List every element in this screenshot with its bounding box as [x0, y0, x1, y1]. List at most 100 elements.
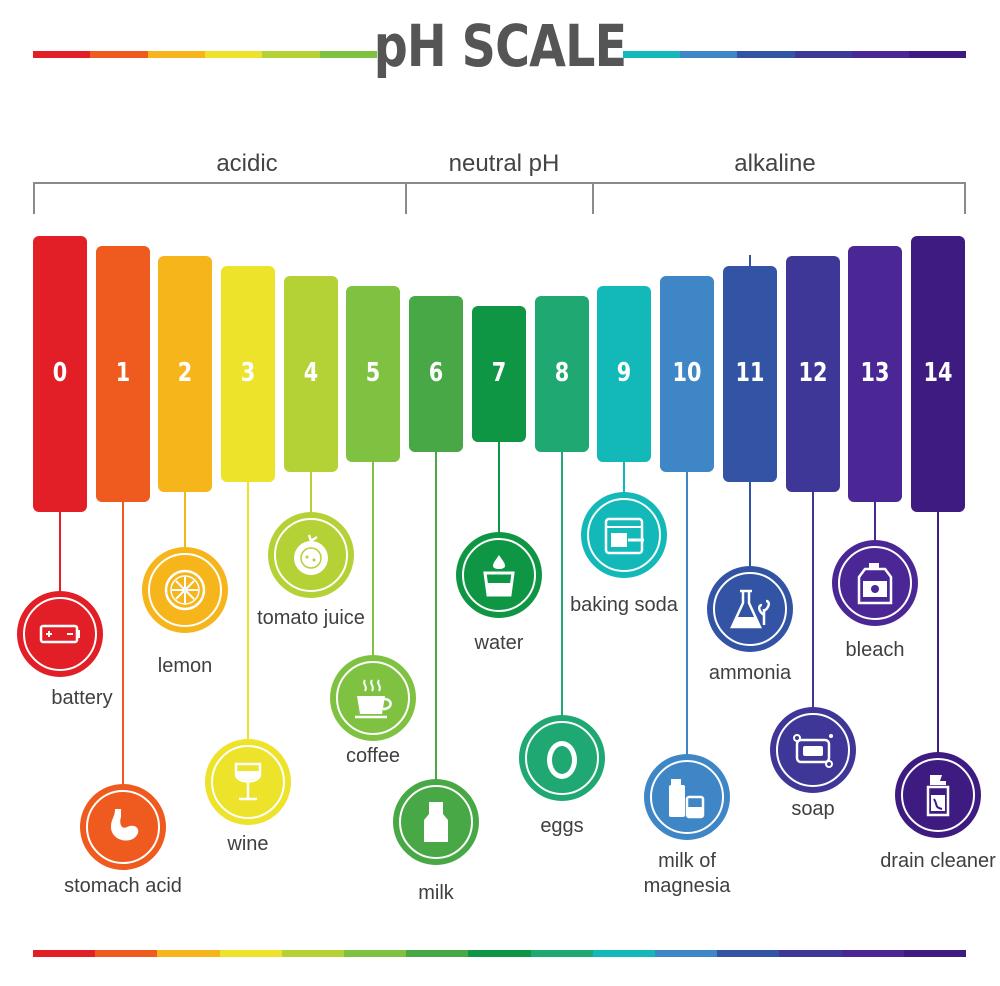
connector-line	[59, 508, 61, 593]
example-label: bleach	[845, 639, 905, 661]
connector-line	[184, 488, 186, 549]
example-label: baking soda	[570, 594, 678, 616]
ph-bar-9: 9	[597, 286, 651, 462]
category-acidic: acidic	[216, 150, 278, 177]
ph-value: 9	[616, 358, 632, 388]
battery-icon	[39, 624, 80, 644]
rainbow-segment	[319, 51, 377, 58]
rainbow-segment	[406, 950, 469, 957]
badge-ring	[148, 553, 222, 627]
ph-bar-7: 7	[472, 306, 526, 442]
badge-ring	[462, 538, 536, 612]
example-label: water	[474, 632, 524, 654]
ph-value: 4	[303, 358, 319, 388]
badge-ring	[274, 518, 348, 592]
example-label: ammonia	[708, 662, 792, 684]
example-badge	[519, 715, 605, 801]
rainbow-segment	[903, 950, 967, 957]
connector-line	[937, 508, 939, 754]
wine-glass-icon	[234, 762, 262, 801]
ph-bar-0: 0	[33, 236, 87, 512]
tomato-icon	[294, 534, 328, 575]
category-bracket	[33, 182, 966, 214]
example-badge	[330, 655, 416, 741]
rainbow-segment	[717, 950, 780, 957]
ph-bar-5: 5	[346, 286, 400, 462]
ph-bar-13: 13	[848, 246, 902, 502]
ph-value: 6	[428, 358, 444, 388]
example-badge	[142, 547, 228, 633]
example-label: coffee	[345, 745, 401, 767]
coffee-cup-icon	[355, 679, 392, 719]
connector-line	[561, 448, 563, 717]
water-glass-icon	[483, 555, 515, 597]
lemon-icon	[164, 569, 206, 611]
rainbow-segment	[592, 950, 656, 957]
egg-icon	[547, 741, 577, 779]
ph-value: 2	[177, 358, 193, 388]
example-badge	[581, 492, 667, 578]
badge-ring	[713, 572, 787, 646]
connector-line	[372, 458, 374, 657]
example-badge	[17, 591, 103, 677]
rainbow-segment	[530, 950, 593, 957]
drain-cleaner-icon	[926, 775, 950, 817]
bracket-tick	[592, 182, 594, 214]
ph-bar-12: 12	[786, 256, 840, 492]
ph-bar-11: 11	[723, 266, 777, 482]
rainbow-segment	[794, 51, 852, 58]
example-badge	[456, 532, 542, 618]
ph-value: 7	[491, 358, 507, 388]
rainbow-segment	[95, 950, 158, 957]
example-label: soap	[791, 798, 835, 820]
example-badge	[644, 754, 730, 840]
example-label: wine	[227, 833, 269, 855]
rainbow-segment	[33, 51, 91, 58]
ph-value: 11	[735, 358, 765, 388]
rainbow-segment	[851, 51, 909, 58]
ph-value: 14	[923, 358, 953, 388]
rainbow-segment	[147, 51, 205, 58]
ph-value: 5	[365, 358, 381, 388]
ph-value: 0	[52, 358, 68, 388]
ph-bar-10: 10	[660, 276, 714, 472]
medicine-bottle-icon	[669, 779, 705, 819]
ph-value: 3	[240, 358, 256, 388]
example-badge	[80, 784, 166, 870]
rainbow-segment	[623, 51, 681, 58]
connector-line	[749, 478, 751, 568]
ph-bar-1: 1	[96, 246, 150, 502]
example-label: stomach acid	[64, 875, 182, 897]
ph-bar-8: 8	[535, 296, 589, 452]
ph-value: 8	[554, 358, 570, 388]
example-label: lemon	[157, 655, 213, 677]
connector-line	[874, 498, 876, 542]
ph-bar-3: 3	[221, 266, 275, 482]
baking-soda-icon	[604, 517, 644, 555]
example-badge	[707, 566, 793, 652]
bottom-rainbow-rule	[33, 950, 967, 957]
page-title: pH SCALE	[373, 12, 627, 80]
connector-line	[623, 458, 625, 494]
badge-ring	[336, 661, 410, 735]
ph-bar-2: 2	[158, 256, 212, 492]
example-badge	[268, 512, 354, 598]
rainbow-segment	[157, 950, 220, 957]
ph-value: 10	[672, 358, 702, 388]
connector-line	[749, 255, 751, 269]
example-badge	[770, 707, 856, 793]
rainbow-segment	[33, 950, 96, 957]
rainbow-segment	[680, 51, 738, 58]
category-neutral: neutral pH	[448, 150, 560, 177]
badge-ring	[776, 713, 850, 787]
rainbow-segment	[204, 51, 263, 58]
stomach-icon	[111, 809, 139, 841]
rainbow-segment	[344, 950, 407, 957]
example-badge	[393, 779, 479, 865]
example-label: drain cleaner	[880, 850, 996, 872]
rainbow-segment	[90, 51, 148, 58]
rainbow-segment	[655, 950, 718, 957]
connector-line	[247, 478, 249, 741]
ph-value: 12	[798, 358, 828, 388]
ph-value: 1	[115, 358, 131, 388]
